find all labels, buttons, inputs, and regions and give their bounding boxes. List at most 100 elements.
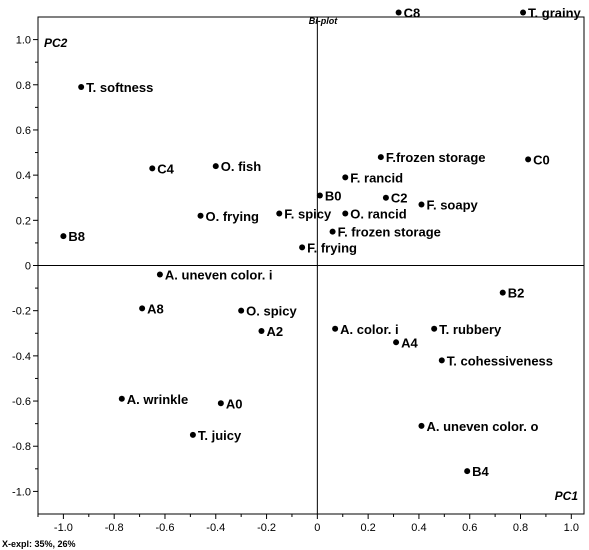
y-axis-label: PC2	[44, 36, 68, 50]
point-label: A2	[266, 324, 283, 339]
point-marker	[393, 339, 400, 346]
point-label: C8	[404, 5, 421, 20]
explained-variance-footnote: X-expl: 35%, 26%	[2, 539, 76, 549]
point-marker	[438, 357, 445, 364]
data-point: O. spicy	[238, 304, 298, 319]
y-tick-label: -0.2	[12, 306, 31, 318]
point-marker	[342, 174, 349, 181]
point-marker	[217, 400, 224, 407]
point-marker	[78, 84, 85, 91]
data-point: F. frozen storage	[329, 225, 441, 240]
x-tick-label: 0.6	[462, 522, 477, 534]
point-marker	[139, 305, 146, 312]
point-marker	[156, 271, 163, 278]
point-label: F. frying	[307, 240, 357, 255]
point-label: F. spicy	[284, 207, 332, 222]
data-points: C8 T. grainy T. softness F.frozen storage C0…	[60, 5, 582, 479]
x-tick-label: 0.2	[360, 522, 375, 534]
x-tick-label: -0.6	[155, 522, 174, 534]
data-point: O. frying	[197, 209, 260, 224]
x-tick-label: 0.4	[411, 522, 426, 534]
data-point: F. rancid	[342, 170, 403, 185]
x-tick-label: 0	[314, 522, 320, 534]
x-tick-label: -0.2	[257, 522, 276, 534]
point-label: O. spicy	[246, 304, 297, 319]
point-label: F. soapy	[426, 198, 478, 213]
point-label: B2	[508, 286, 525, 301]
point-label: A. color. i	[340, 322, 399, 337]
point-label: T. juicy	[198, 428, 242, 443]
point-marker	[418, 201, 425, 208]
point-marker	[189, 431, 196, 438]
point-label: A. uneven color. o	[426, 419, 538, 434]
data-point: B8	[60, 229, 85, 244]
point-marker	[520, 9, 527, 16]
point-label: T. cohessiveness	[447, 353, 553, 368]
data-point: A. wrinkle	[118, 392, 188, 407]
data-point: A. uneven color. i	[156, 268, 273, 283]
data-point: A. uneven color. o	[418, 419, 538, 434]
point-label: F. rancid	[350, 170, 403, 185]
point-marker	[299, 244, 306, 251]
point-label: T. rubbery	[439, 322, 502, 337]
point-label: C4	[157, 161, 174, 176]
x-axis-ticks: -1.0 -0.8 -0.6 -0.4 -0.2 0 0.2 0.4 0.6 0.8 1.0	[37, 514, 579, 534]
data-point: T. juicy	[189, 428, 242, 443]
point-label: A4	[401, 335, 418, 350]
point-marker	[342, 210, 349, 217]
data-point: C4	[149, 161, 175, 176]
y-axis-ticks: 1.0 0.8 0.6 0.4 0.2 0 -0.2 -0.4 -0.6 -0.8 -1.0	[12, 35, 38, 498]
data-point: C8	[395, 5, 421, 20]
data-point: T. rubbery	[431, 322, 502, 337]
y-tick-label: 0	[25, 261, 31, 273]
x-tick-label: -1.0	[54, 522, 73, 534]
x-axis-label: PC1	[555, 489, 579, 503]
data-point: O. fish	[212, 159, 261, 174]
point-marker	[329, 228, 336, 235]
point-marker	[418, 422, 425, 429]
y-tick-label: 1.0	[16, 35, 31, 47]
point-label: B0	[325, 188, 342, 203]
y-tick-label: -0.8	[12, 441, 31, 453]
data-point: C2	[382, 191, 408, 206]
point-label: A. wrinkle	[127, 392, 188, 407]
point-marker	[525, 156, 532, 163]
point-label: A8	[147, 301, 164, 316]
point-marker	[431, 325, 438, 332]
point-label: F. frozen storage	[338, 225, 441, 240]
point-marker	[212, 163, 219, 170]
point-marker	[118, 395, 125, 402]
point-marker	[382, 194, 389, 201]
data-point: B2	[499, 286, 525, 301]
point-label: O. frying	[206, 209, 260, 224]
data-point: C0	[525, 152, 550, 167]
data-point: F. soapy	[418, 198, 479, 213]
data-point: A2	[258, 324, 283, 339]
y-tick-label: -1.0	[12, 486, 31, 498]
point-label: A. uneven color. i	[165, 268, 273, 283]
point-marker	[464, 468, 471, 475]
x-tick-label: -0.4	[206, 522, 225, 534]
data-point: F. spicy	[276, 207, 332, 222]
x-tick-label: -0.8	[105, 522, 124, 534]
data-point: T. grainy	[520, 5, 582, 20]
y-tick-label: 0.2	[16, 215, 31, 227]
data-point: A0	[217, 396, 242, 411]
point-marker	[499, 289, 506, 296]
point-label: T. grainy	[528, 5, 582, 20]
y-tick-label: 0.6	[16, 125, 31, 137]
point-marker	[60, 233, 67, 240]
x-tick-label: 0.8	[513, 522, 528, 534]
y-tick-label: 0.8	[16, 80, 31, 92]
data-point: A. color. i	[332, 322, 399, 337]
point-label: C0	[533, 152, 550, 167]
data-point: T. softness	[78, 80, 153, 95]
point-label: T. softness	[86, 80, 153, 95]
data-point: B4	[464, 464, 490, 479]
point-marker	[258, 328, 265, 335]
point-marker	[276, 210, 283, 217]
point-marker	[238, 307, 245, 314]
point-marker	[197, 212, 204, 219]
data-point: A8	[139, 301, 164, 316]
